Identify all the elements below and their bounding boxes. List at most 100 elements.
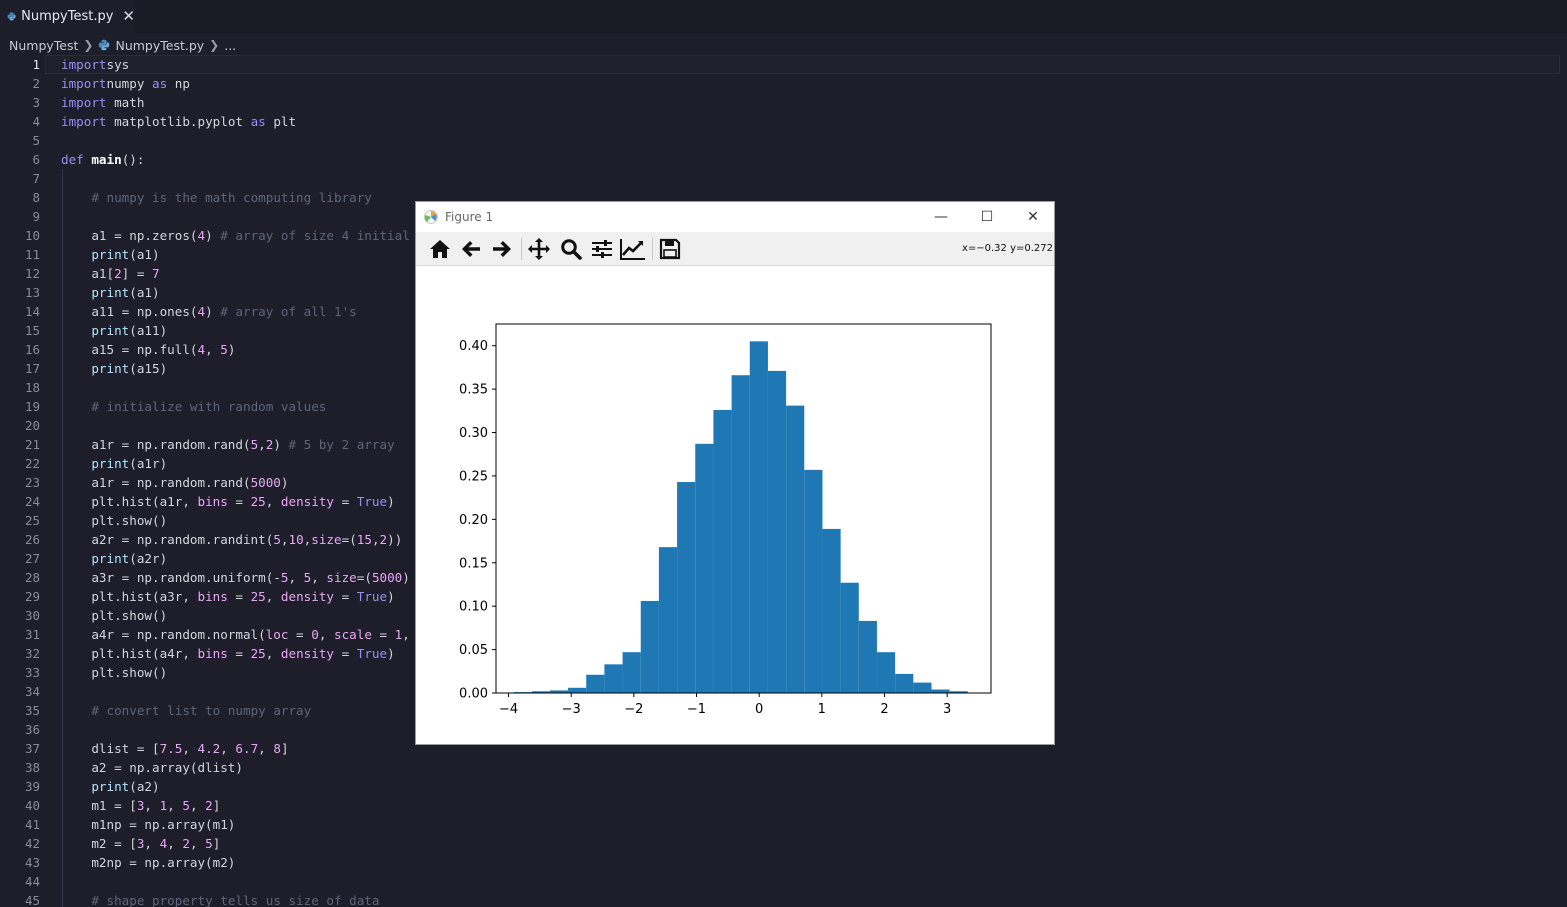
- code-token: 2: [205, 798, 213, 813]
- line-number: 39: [24, 779, 40, 794]
- code-line[interactable]: print(a15): [61, 359, 410, 378]
- code-line[interactable]: import math: [61, 93, 410, 112]
- code-token: 25: [250, 646, 266, 661]
- histogram-bar: [568, 687, 587, 693]
- histogram-bar: [949, 691, 968, 693]
- code-line[interactable]: plt.show(): [61, 663, 410, 682]
- maximize-button[interactable]: ☐: [980, 209, 994, 225]
- back-button[interactable]: [458, 236, 484, 262]
- code-line[interactable]: # convert list to numpy array: [61, 701, 410, 720]
- figure-window[interactable]: Figure 1 — ☐ ✕: [415, 201, 1055, 745]
- code-line[interactable]: importsys: [61, 55, 410, 74]
- toolbar-separator: [652, 238, 653, 260]
- tab-numpytest[interactable]: NumpyTest.py ✕: [0, 0, 135, 33]
- code-line[interactable]: [61, 872, 410, 891]
- code-line[interactable]: a3r = np.random.uniform(-5, 5, size=(500…: [61, 568, 410, 587]
- code-line[interactable]: [61, 131, 410, 150]
- code-line[interactable]: [61, 169, 410, 188]
- code-line[interactable]: plt.hist(a4r, bins = 25, density = True): [61, 644, 410, 663]
- home-button[interactable]: [427, 236, 453, 262]
- chevron-right-icon: ❯: [209, 38, 220, 52]
- code-token: # array of size 4 initial: [220, 228, 410, 243]
- code-line[interactable]: m1 = [3, 1, 5, 2]: [61, 796, 410, 815]
- minimize-button[interactable]: —: [934, 209, 948, 225]
- plot-canvas[interactable]: −4 −3 −2 −1 0 1 2 3 0.00 0.05 0.10 0.15 0.20 0.25 0.3…: [416, 266, 1054, 744]
- code-line[interactable]: [61, 378, 410, 397]
- code-token: ): [402, 570, 410, 585]
- code-line[interactable]: a2r = np.random.randint(5,10,size=(15,2)…: [61, 530, 410, 549]
- code-line[interactable]: plt.show(): [61, 511, 410, 530]
- code-line[interactable]: a1 = np.zeros(4) # array of size 4 initi…: [61, 226, 410, 245]
- code-line[interactable]: [61, 682, 410, 701]
- code-token: matplotlib.pyplot: [106, 114, 251, 129]
- y-tick-label: 0.00: [459, 687, 488, 702]
- figure-toolbar: x=−0.32 y=0.272: [416, 232, 1054, 266]
- code-line[interactable]: print(a2r): [61, 549, 410, 568]
- code-lines[interactable]: importsys importnumpy as np import math imp…: [61, 55, 410, 907]
- x-tick-label: −4: [499, 702, 518, 717]
- save-icon: [659, 238, 681, 260]
- figure-title-bar[interactable]: Figure 1 — ☐ ✕: [416, 202, 1054, 232]
- code-line[interactable]: a1[2] = 7: [61, 264, 410, 283]
- code-line[interactable]: m2np = np.array(m2): [61, 853, 410, 872]
- zoom-button[interactable]: [558, 236, 584, 262]
- code-token: plt: [265, 114, 297, 129]
- code-line[interactable]: [61, 720, 410, 739]
- close-tab-icon[interactable]: ✕: [122, 7, 135, 25]
- code-token: (a11): [129, 323, 168, 338]
- y-tick-label: 0.05: [459, 643, 488, 658]
- line-number: 36: [24, 722, 40, 737]
- code-token: # 5 by 2 array: [288, 437, 395, 452]
- save-button[interactable]: [657, 236, 683, 262]
- edit-axis-button[interactable]: [620, 236, 646, 262]
- code-line[interactable]: importnumpy as np: [61, 74, 410, 93]
- code-line[interactable]: print(a11): [61, 321, 410, 340]
- code-editor[interactable]: 1 2 3 4 5 6 7 8 9 10 11 12 13 14 15 16 17 18 19 20 21 22 23 24 2…: [0, 55, 1567, 907]
- code-line[interactable]: a1r = np.random.rand(5,2) # 5 by 2 array: [61, 435, 410, 454]
- code-token: 5: [182, 798, 190, 813]
- configure-subplots-button[interactable]: [589, 236, 615, 262]
- code-line[interactable]: a4r = np.random.normal(loc = 0, scale = …: [61, 625, 410, 644]
- code-line[interactable]: # shape property tells us size of data: [61, 891, 410, 907]
- code-token: 5: [303, 570, 312, 585]
- close-window-button[interactable]: ✕: [1027, 209, 1039, 225]
- code-line[interactable]: m1np = np.array(m1): [61, 815, 410, 834]
- histogram-bar: [731, 375, 750, 693]
- code-token: 7.5: [159, 741, 183, 756]
- pan-button[interactable]: [526, 236, 552, 262]
- code-line[interactable]: a11 = np.ones(4) # array of all 1's: [61, 302, 410, 321]
- code-token: 25: [250, 589, 266, 604]
- breadcrumb-file[interactable]: NumpyTest.py: [115, 37, 205, 53]
- forward-button[interactable]: [489, 236, 515, 262]
- code-line[interactable]: [61, 416, 410, 435]
- breadcrumb-symbols[interactable]: ...: [224, 37, 237, 53]
- code-line[interactable]: plt.hist(a3r, bins = 25, density = True): [61, 587, 410, 606]
- code-line[interactable]: a15 = np.full(4, 5): [61, 340, 410, 359]
- breadcrumb-folder[interactable]: NumpyTest: [9, 37, 79, 53]
- code-line[interactable]: m2 = [3, 4, 2, 5]: [61, 834, 410, 853]
- histogram-bar: [895, 673, 914, 693]
- y-tick-label: 0.10: [459, 600, 488, 615]
- code-line[interactable]: def main():: [61, 150, 410, 169]
- code-line[interactable]: print(a2): [61, 777, 410, 796]
- code-line[interactable]: print(a1): [61, 283, 410, 302]
- y-tick-label: 0.20: [459, 513, 488, 528]
- code-line[interactable]: print(a1): [61, 245, 410, 264]
- code-line[interactable]: a2 = np.array(dlist): [61, 758, 410, 777]
- code-line[interactable]: a1r = np.random.rand(5000): [61, 473, 410, 492]
- code-token: numpy: [106, 76, 152, 91]
- code-line[interactable]: # numpy is the math computing library: [61, 188, 410, 207]
- code-line[interactable]: print(a1r): [61, 454, 410, 473]
- code-line[interactable]: plt.hist(a1r, bins = 25, density = True): [61, 492, 410, 511]
- histogram-chart[interactable]: −4 −3 −2 −1 0 1 2 3 0.00 0.05 0.10 0.15 0.20 0.25 0.3…: [416, 266, 1054, 744]
- code-line[interactable]: [61, 207, 410, 226]
- code-line[interactable]: dlist = [7.5, 4.2, 6.7, 8]: [61, 739, 410, 758]
- code-line[interactable]: import matplotlib.pyplot as plt: [61, 112, 410, 131]
- code-line[interactable]: # initialize with random values: [61, 397, 410, 416]
- line-number: 33: [24, 665, 40, 680]
- code-token: (a2r): [129, 551, 168, 566]
- line-number: 29: [24, 589, 40, 604]
- code-line[interactable]: plt.show(): [61, 606, 410, 625]
- line-number: 21: [24, 437, 40, 452]
- line-number: 14: [24, 304, 40, 319]
